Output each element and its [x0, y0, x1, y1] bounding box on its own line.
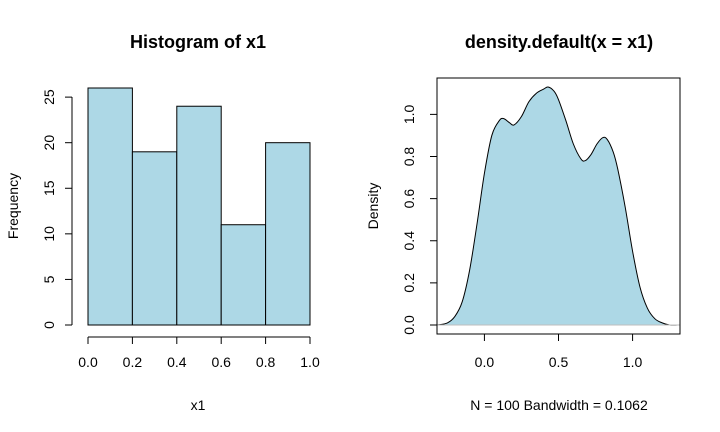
density-x-tick-label: 0.5 — [549, 354, 569, 370]
density-y-tick-label: 0.4 — [401, 231, 417, 251]
histogram-y-tick-label: 20 — [41, 135, 57, 151]
density-x-tick-label: 1.0 — [623, 354, 643, 370]
density-y-ticks: 0.0 0.2 0.4 0.6 0.8 1.0 — [401, 104, 437, 335]
histogram-x-label: x1 — [191, 397, 206, 413]
density-y-label: Density — [365, 183, 381, 230]
density-x-tick-label: 0.0 — [475, 354, 495, 370]
histogram-x-tick-label: 0.0 — [78, 354, 98, 370]
histogram-panel: Histogram of x1 0.0 0.2 0.4 0.6 0.8 1.0 0 5 10 1… — [5, 32, 320, 413]
density-y-tick-label: 0.6 — [401, 189, 417, 209]
histogram-y-tick-label: 5 — [41, 275, 57, 283]
density-y-tick-label: 0.0 — [401, 315, 417, 335]
histogram-x-ticks: 0.0 0.2 0.4 0.6 0.8 1.0 — [78, 337, 320, 370]
density-y-tick-label: 0.2 — [401, 273, 417, 293]
histogram-y-tick-label: 25 — [41, 89, 57, 105]
density-y-tick-label: 0.8 — [401, 147, 417, 167]
histogram-x-tick-label: 0.6 — [211, 354, 231, 370]
density-x-ticks: 0.0 0.5 1.0 — [475, 334, 643, 370]
density-y-tick-label: 1.0 — [401, 104, 417, 124]
histogram-title: Histogram of x1 — [130, 32, 266, 52]
histogram-y-label: Frequency — [5, 173, 21, 239]
histogram-x-tick-label: 1.0 — [300, 354, 320, 370]
histogram-y-tick-label: 0 — [41, 321, 57, 329]
histogram-bars — [87, 87, 311, 326]
density-panel: density.default(x = x1) 0.0 0.5 1.0 0.0 0.2… — [365, 32, 681, 413]
histogram-bar — [265, 142, 311, 326]
histogram-bar — [87, 87, 133, 326]
histogram-bar — [220, 224, 267, 326]
histogram-x-tick-label: 0.2 — [123, 354, 143, 370]
histogram-y-tick-label: 10 — [41, 226, 57, 242]
density-title: density.default(x = x1) — [465, 32, 653, 52]
histogram-y-tick-label: 15 — [41, 180, 57, 196]
histogram-x-tick-label: 0.8 — [256, 354, 276, 370]
density-x-label: N = 100 Bandwidth = 0.1062 — [470, 397, 648, 413]
histogram-y-ticks: 0 5 10 15 20 25 — [41, 89, 72, 329]
histogram-bar — [176, 105, 222, 326]
density-area — [437, 86, 680, 326]
density-line — [436, 86, 681, 326]
histogram-bar — [131, 151, 178, 326]
histogram-x-tick-label: 0.4 — [167, 354, 187, 370]
